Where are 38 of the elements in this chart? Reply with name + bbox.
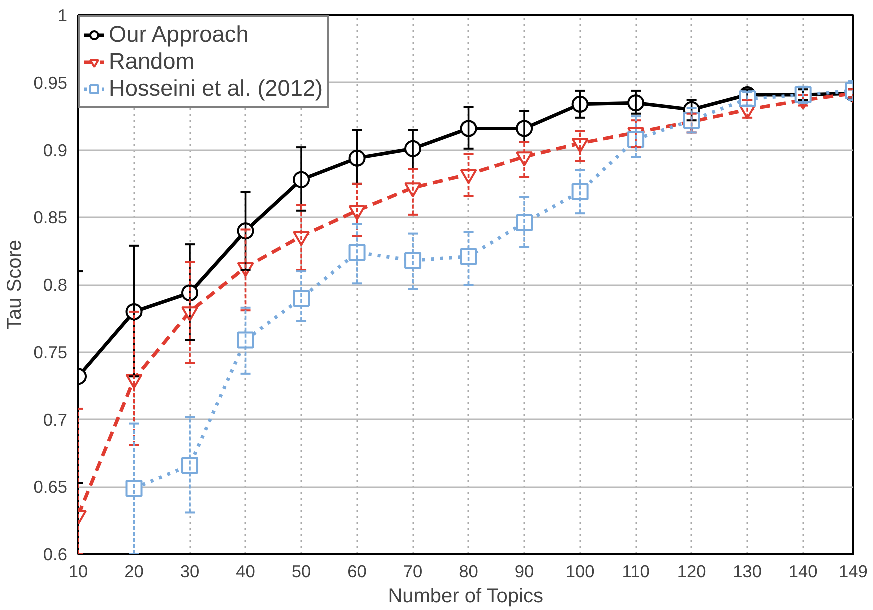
y-tick-label: 0.85: [34, 208, 68, 228]
point: [516, 214, 534, 232]
y-tick-label: 0.8: [43, 275, 68, 295]
x-tick-label: 110: [622, 562, 650, 582]
y-tick-label: 0.7: [43, 410, 68, 430]
point: [182, 457, 199, 474]
x-tick-label: 90: [514, 562, 534, 582]
x-tick-label: 40: [236, 562, 256, 582]
x-tick-label: 50: [292, 562, 312, 582]
x-tick-label: 100: [566, 562, 595, 582]
x-tick-label: 70: [403, 562, 423, 582]
y-tick-label: 0.9: [43, 140, 68, 160]
point: [404, 252, 422, 270]
point: [348, 244, 366, 262]
point: [126, 480, 143, 497]
y-tick-label: 1: [58, 6, 68, 26]
legend-label: Hosseini et al. (2012): [109, 75, 324, 102]
y-tick-label: 0.65: [34, 477, 68, 498]
x-tick-label: 130: [733, 562, 762, 582]
x-axis-title: Number of Topics: [388, 586, 544, 608]
y-axis-title: Tau Score: [4, 240, 26, 330]
y-tick-label: 0.6: [43, 544, 68, 564]
point: [572, 184, 589, 201]
y-tick-label: 0.75: [34, 342, 68, 362]
x-tick-label: 140: [788, 562, 818, 582]
x-tick-label: 60: [348, 562, 367, 582]
x-tick-label: 30: [180, 562, 200, 582]
x-tick-label: 149: [839, 562, 868, 582]
point: [293, 290, 310, 307]
point: [237, 332, 254, 349]
x-tick-label: 120: [677, 562, 706, 582]
x-tick-label: 20: [124, 562, 144, 582]
legend-label: Our Approach: [109, 21, 249, 48]
x-tick-label: 10: [68, 562, 88, 582]
x-tick-label: 80: [459, 562, 478, 582]
y-tick-label: 0.95: [34, 72, 68, 93]
point: [460, 248, 478, 266]
legend-label: Random: [109, 48, 195, 75]
